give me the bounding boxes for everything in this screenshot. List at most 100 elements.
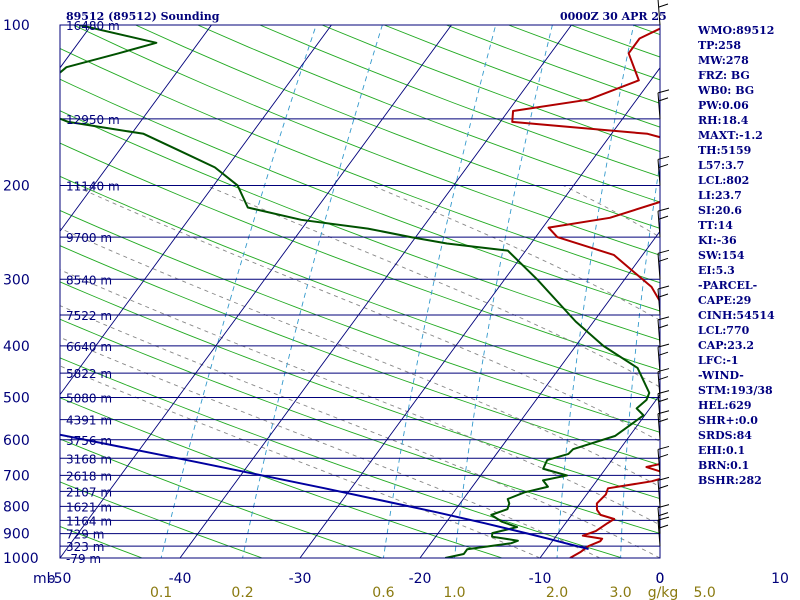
height-label: 2618 m [66,469,112,483]
index-line: LCL:802 [698,174,750,187]
index-line: KI:-36 [698,234,737,247]
index-line: LCL:770 [698,324,750,337]
pressure-tick-label: 700 [3,468,30,484]
index-line: MW:278 [698,54,749,67]
chart-title: 89512 (89512) Sounding [66,10,220,23]
mixing-ratio-label: 0.1 [150,585,172,600]
pressure-tick-label: 600 [3,433,30,449]
index-line: HEL:629 [698,399,752,412]
wind-barb [657,343,670,374]
index-line: RH:18.4 [698,114,749,127]
isotherm [299,67,660,558]
wind-barb [657,504,670,534]
mixing-ratio-line [620,159,660,558]
chart-time: 0000Z 30 APR 25 [560,10,667,23]
index-line: CINH:54514 [698,309,775,322]
isotherm [179,25,572,558]
pressure-tick-label: 800 [3,499,30,515]
moist-adiabat [60,305,660,558]
mixing-ratio-label: 2.0 [546,585,568,600]
index-line: SHR+:0.0 [698,414,758,427]
height-label: 3168 m [66,452,112,466]
dry-adiabat [60,525,144,558]
dry-adiabat [60,397,504,558]
index-line: EI:5.3 [698,264,735,277]
height-label: 3756 m [66,434,112,448]
index-line: SW:154 [698,249,745,262]
index-line: CAP:23.2 [698,339,755,352]
height-label: 323 m [66,540,104,554]
temperature-tick-label: -40 [169,571,192,587]
dry-adiabat [60,210,660,433]
height-label: 2107 m [66,485,112,499]
index-line: WB0: BG [698,84,755,97]
index-line: SI:20.6 [698,204,742,217]
index-line: PW:0.06 [698,99,749,112]
index-line: CAPE:29 [698,294,752,307]
wind-barb [657,390,670,420]
dry-adiabat [60,281,660,500]
wind-barb [657,476,670,507]
pressure-tick-label: 400 [3,339,30,355]
dry-adiabat [60,78,660,312]
index-line: LI:23.7 [698,189,742,202]
index-line: L57:3.7 [698,159,745,172]
index-line: BRN:0.1 [698,459,750,472]
temperature-tick-label: 0 [656,571,665,587]
mixing-ratio-line [242,25,383,558]
mixing-ratio-label: 0.6 [372,585,394,600]
temperature-tick-label: -30 [289,571,312,587]
parcel-profile [60,433,589,550]
temperature-tick-label: 10 [771,571,789,587]
height-label: 16480 m [66,19,120,33]
pressure-tick-label: 500 [3,391,30,407]
wind-barb [657,89,670,119]
mixing-ratio-label: 1.0 [443,585,465,600]
index-line: EHI:0.1 [698,444,746,457]
index-line: -WIND- [698,369,744,382]
isotherm [539,393,660,558]
dry-adiabat [60,318,660,534]
isotherm [60,25,452,558]
mixing-ratio-line [382,25,497,558]
index-line: STM:193/38 [698,384,773,397]
height-label: 6640 m [66,340,112,354]
mixing-ratio-line [556,25,635,558]
height-label: 11140 m [66,179,120,193]
wind-barb [657,410,670,440]
pressure-tick-label: 200 [3,178,30,194]
index-line: -PARCEL- [698,279,758,292]
index-line: LFC:-1 [698,354,739,367]
index-line: BSHR:282 [698,474,762,487]
index-line: TT:14 [698,219,733,232]
dry-adiabat [60,110,660,341]
height-label: 1164 m [66,514,112,528]
index-line: WMO:89512 [698,24,775,37]
height-label: 12950 m [66,113,120,127]
temperature-tick-label: -10 [529,571,552,587]
moist-adiabat [60,336,601,558]
height-label: 5080 m [66,392,112,406]
wind-barb [657,516,670,547]
index-line: MAXT:-1.2 [698,129,763,142]
height-label: 5822 m [66,367,112,381]
dry-adiabat [60,357,624,558]
plot-area [60,25,660,558]
moist-adiabat [60,227,660,488]
pressure-tick-label: 900 [3,527,30,543]
wind-barb [657,316,670,346]
height-label: 9700 m [66,231,112,245]
height-label: 7522 m [66,309,112,323]
index-line: TH:5159 [698,144,752,157]
wind-barb [657,155,670,186]
mixing-ratio-label: g/kg [648,585,679,600]
moist-adiabat [371,185,660,321]
wind-barb [657,445,670,476]
temperature-tick-label: -50 [49,571,72,587]
pressure-tick-label: 100 [3,18,30,34]
wind-barb [657,207,670,238]
dewpoint-profile [60,25,651,558]
dry-adiabat [60,481,264,558]
mixing-ratio-line [160,25,317,558]
wind-barb [657,285,670,316]
